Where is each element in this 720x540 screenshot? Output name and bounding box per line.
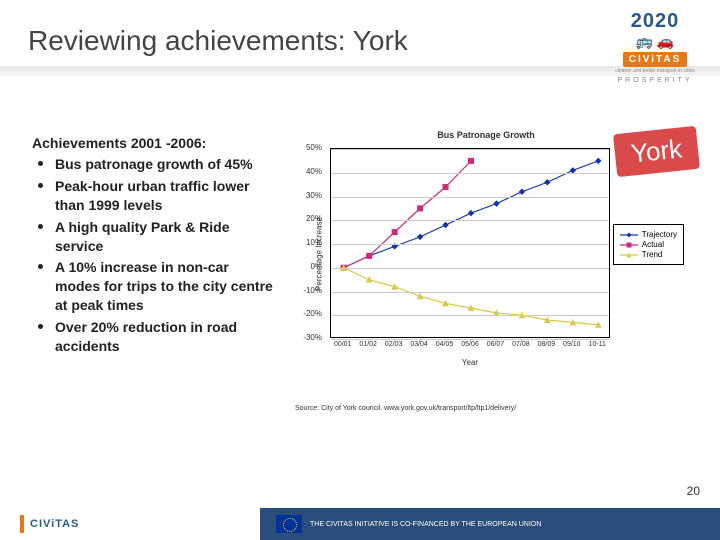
- page-title: Reviewing achievements: York: [28, 25, 408, 57]
- logo-brand: CIViTAS: [623, 52, 688, 67]
- source-citation: Source: City of York council. www.york.g…: [295, 405, 516, 412]
- chart-x-tick: 06/07: [487, 341, 505, 348]
- bullet-dot-icon: [38, 183, 43, 188]
- legend-item: Trend: [620, 250, 677, 259]
- logo-subbrand: PROSPERITY: [610, 77, 700, 84]
- chart-x-tick: 04/05: [436, 341, 454, 348]
- bullet-text: Peak-hour urban traffic lower than 1999 …: [55, 177, 276, 215]
- chart-y-tick: -20%: [292, 309, 322, 318]
- bullet-item: A high quality Park & Ride service: [32, 218, 276, 256]
- bullet-text: Over 20% reduction in road accidents: [55, 318, 276, 356]
- chart-y-tick: 50%: [292, 143, 322, 152]
- bullet-dot-icon: [38, 264, 43, 269]
- footer-text: THE CIVITAS INITIATIVE IS CO-FINANCED BY…: [310, 521, 541, 528]
- legend-label: Trend: [642, 250, 663, 259]
- bullet-dot-icon: [38, 324, 43, 329]
- chart-x-tick: 03/04: [410, 341, 428, 348]
- bullet-dot-icon: [38, 224, 43, 229]
- bullet-text: A high quality Park & Ride service: [55, 218, 276, 256]
- logo-year: 2020: [610, 10, 700, 33]
- chart-title: Bus Patronage Growth: [286, 130, 686, 140]
- chart-plot-area: Year: [330, 148, 610, 338]
- chart-y-tick: 20%: [292, 214, 322, 223]
- legend-label: Actual: [642, 240, 664, 249]
- bullet-text: Bus patronage growth of 45%: [55, 155, 253, 174]
- footer-left: CIViTAS: [0, 508, 260, 540]
- bullet-item: A 10% increase in non-car modes for trip…: [32, 258, 276, 315]
- chart-x-tick: 08/09: [538, 341, 556, 348]
- footer: CIViTAS THE CIVITAS INITIATIVE IS CO-FIN…: [0, 508, 720, 540]
- bullet-text: A 10% increase in non-car modes for trip…: [55, 258, 276, 315]
- bullet-item: Peak-hour urban traffic lower than 1999 …: [32, 177, 276, 215]
- achievements-heading: Achievements 2001 -2006:: [32, 135, 276, 151]
- bullet-item: Over 20% reduction in road accidents: [32, 318, 276, 356]
- legend-item: Trajectory: [620, 230, 677, 239]
- chart-y-tick: 0%: [292, 262, 322, 271]
- chart-y-tick: 40%: [292, 167, 322, 176]
- chart-x-tick: 00/01: [334, 341, 352, 348]
- chart: Bus Patronage Growth Percentage Increase…: [286, 130, 686, 390]
- footer-brand: CIViTAS: [30, 518, 79, 530]
- chart-x-tick: 09/10: [563, 341, 581, 348]
- chart-x-tick: 10-11: [589, 341, 606, 348]
- chart-y-tick: 30%: [292, 191, 322, 200]
- bullet-dot-icon: [38, 161, 43, 166]
- chart-x-tick: 02/03: [385, 341, 403, 348]
- legend-label: Trajectory: [642, 230, 677, 239]
- page-number: 20: [687, 484, 700, 498]
- achievements-block: Achievements 2001 -2006: Bus patronage g…: [32, 135, 276, 359]
- eu-flag-icon: [276, 515, 302, 533]
- chart-x-tick: 05/06: [461, 341, 479, 348]
- chart-x-tick: 07/08: [512, 341, 530, 348]
- legend-item: Actual: [620, 240, 677, 249]
- chart-y-tick: -10%: [292, 286, 322, 295]
- chart-legend: TrajectoryActualTrend: [613, 224, 684, 265]
- chart-x-tick: 01/02: [359, 341, 377, 348]
- logo-top: 2020 🚌 🚗 CIViTAS cleaner and better tran…: [610, 10, 700, 84]
- footer-right: THE CIVITAS INITIATIVE IS CO-FINANCED BY…: [260, 508, 720, 540]
- bullet-item: Bus patronage growth of 45%: [32, 155, 276, 174]
- chart-y-tick: 10%: [292, 238, 322, 247]
- chart-y-tick: -30%: [292, 333, 322, 342]
- chart-x-label: Year: [462, 358, 478, 367]
- chart-y-label: Percentage Increase: [314, 217, 323, 291]
